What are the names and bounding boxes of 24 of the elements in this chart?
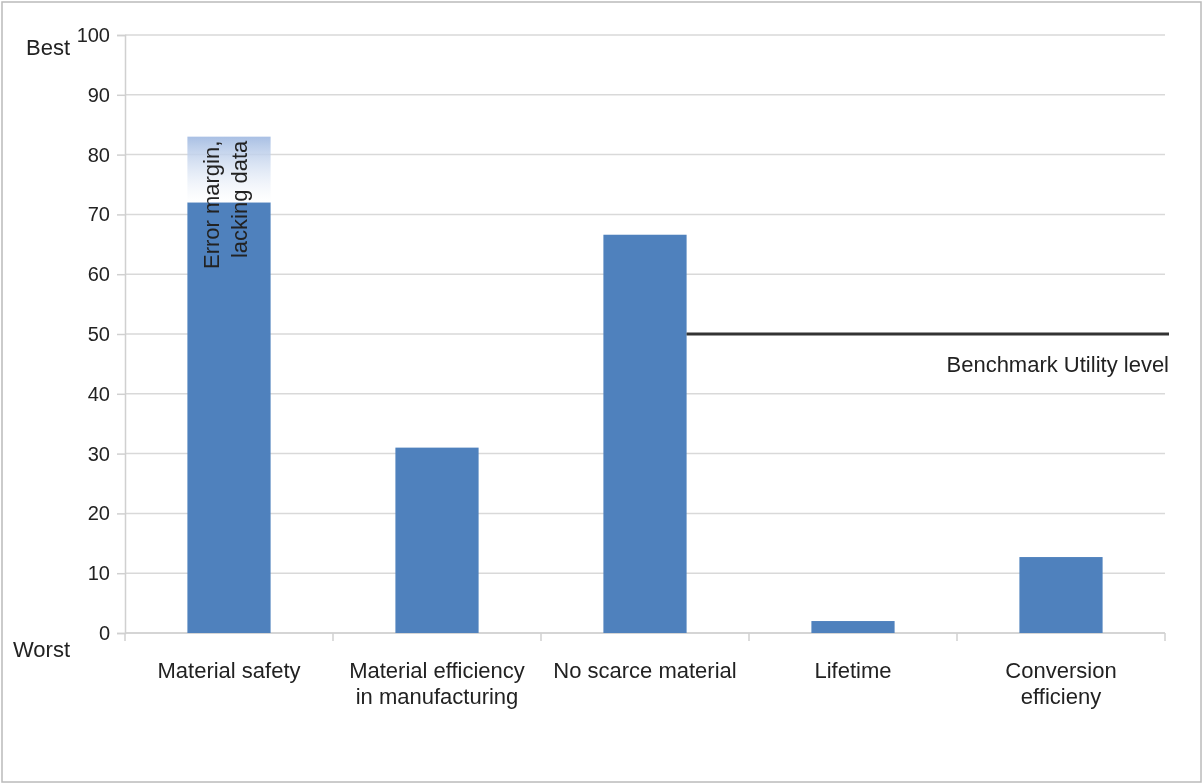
y-tick-label: 70: [87, 203, 110, 226]
x-tick-label: Material efficiency in manufacturing: [349, 658, 525, 710]
y-tick-label: 100: [76, 23, 110, 46]
x-tick-label: Conversion efficieny: [1005, 658, 1117, 710]
text: Worst: [12, 637, 70, 662]
y-tick-label: 50: [87, 322, 110, 345]
x-tick-label: Material safety: [157, 658, 301, 683]
y-tick-label: 80: [87, 143, 110, 166]
bar: [395, 447, 479, 633]
y-tick-label: 60: [87, 263, 110, 286]
text: Best: [25, 35, 70, 60]
y-tick-label: 0: [98, 621, 110, 644]
bar: [1019, 557, 1103, 633]
annotation: Error margin, lacking data: [199, 139, 252, 270]
y-tick-label: 10: [87, 562, 110, 585]
y-tick-label: 20: [87, 502, 110, 525]
x-tick-label: No scarce material: [553, 658, 737, 683]
y-tick-label: 40: [87, 382, 110, 405]
x-tick-label: Lifetime: [814, 658, 892, 683]
y-tick-label: 30: [87, 442, 110, 465]
y-tick-label: 90: [87, 83, 110, 106]
bar: [811, 621, 895, 633]
bar: [603, 234, 687, 633]
ref-line-label: Benchmark Utility level: [946, 352, 1169, 377]
